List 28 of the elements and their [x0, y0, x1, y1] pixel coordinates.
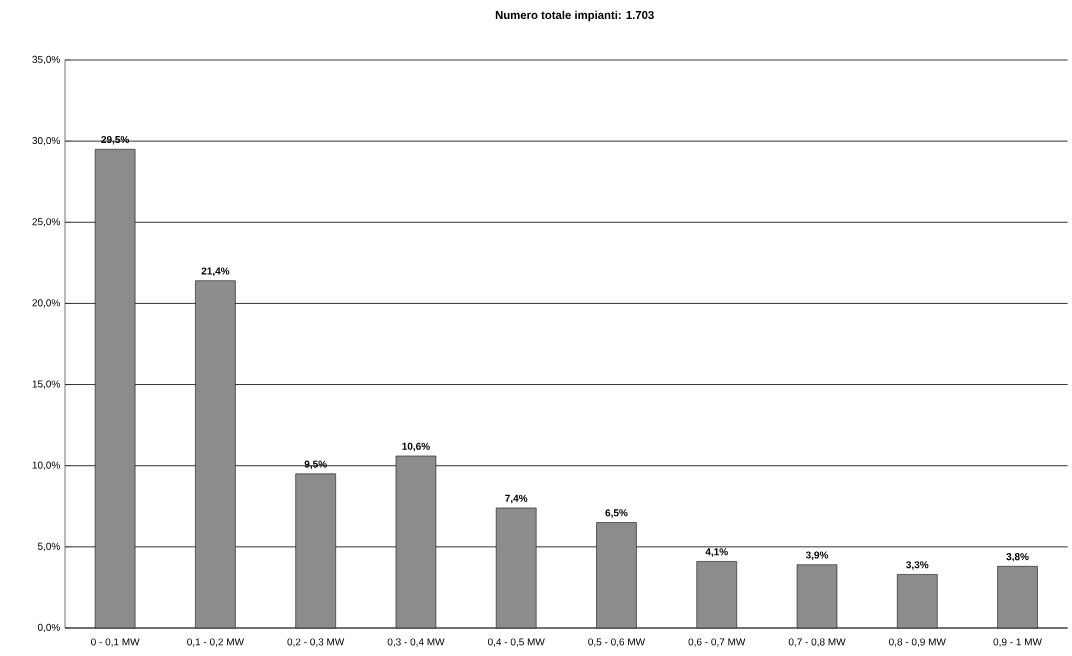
x-tick-label: 0,6 - 0,7 MW — [688, 638, 746, 647]
data-label: 6,5% — [605, 509, 628, 518]
y-tick-label: 10,0% — [32, 461, 60, 470]
y-tick-label: 35,0% — [32, 55, 60, 65]
data-label: 7,4% — [505, 494, 528, 504]
x-tick-label: 0,2 - 0,3 MW — [287, 638, 345, 647]
x-tick-label: 0,1 - 0,2 MW — [187, 638, 244, 647]
data-label: 3,9% — [805, 551, 829, 560]
data-label: 29,5% — [101, 136, 130, 145]
x-tick-label: 0,3 - 0,4 MW — [387, 638, 445, 647]
data-label: 10,6% — [402, 442, 430, 452]
y-tick-label: 20,0% — [32, 299, 60, 308]
x-tick-label: 0,9 - 1 MW — [993, 638, 1042, 647]
x-tick-label: 0,4 - 0,5 MW — [487, 638, 545, 647]
x-tick-label: 0,5 - 0,6 MW — [588, 638, 646, 647]
y-tick-label: 30,0% — [32, 137, 60, 146]
x-tick-label: 0 - 0,1 MW — [91, 638, 140, 647]
x-tick-label: 0,8 - 0,9 MW — [889, 638, 946, 647]
data-label: 4,1% — [705, 548, 728, 557]
data-label: 21,4% — [201, 267, 230, 276]
y-tick-label: 0,0% — [37, 623, 60, 633]
y-tick-label: 25,0% — [32, 218, 60, 227]
data-label: 3,8% — [1006, 553, 1029, 562]
chart-title: Numero totale impianti: 1.703 — [495, 10, 654, 22]
x-tick-label: 0,7 - 0,8 MW — [788, 638, 846, 647]
y-tick-label: 15,0% — [32, 380, 60, 389]
y-tick-label: 5,0% — [37, 542, 60, 551]
data-label: 3,3% — [906, 561, 929, 570]
